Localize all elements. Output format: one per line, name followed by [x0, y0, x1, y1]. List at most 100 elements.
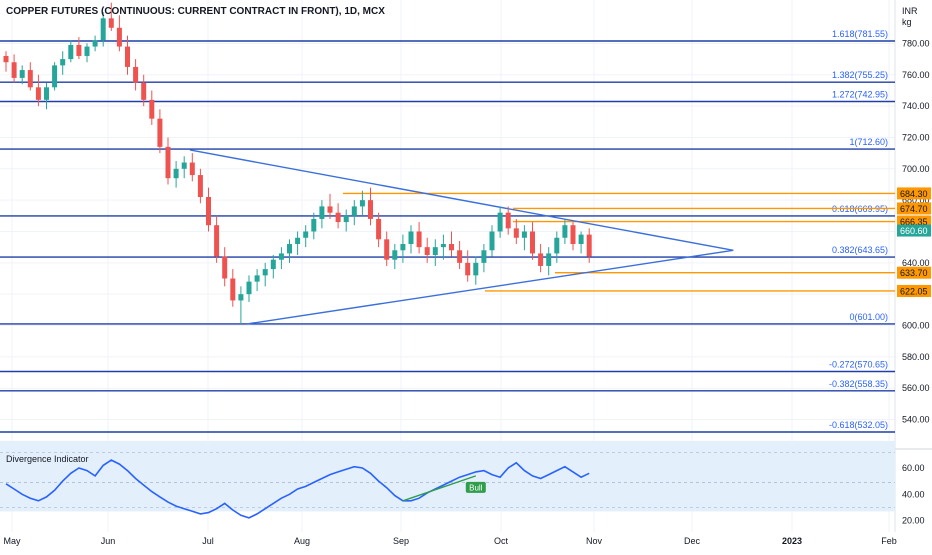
unit-weight: kg	[902, 17, 912, 27]
candle-body	[497, 212, 503, 232]
triangle-lower-line	[247, 249, 734, 325]
price-tag-label: 622.05	[900, 286, 928, 296]
indicator-title: Divergence Indicator	[6, 454, 89, 464]
indicator-tick-label: 20.00	[902, 516, 925, 526]
candle-body	[384, 239, 390, 260]
candle-body	[530, 231, 535, 254]
indicator-line: Bull	[5, 459, 590, 519]
candle-body	[513, 228, 519, 238]
candle-body	[335, 212, 341, 223]
candle-body	[473, 262, 479, 276]
candle-body	[432, 247, 438, 255]
candle-body	[68, 44, 74, 60]
candle-body	[270, 259, 276, 270]
candle-body	[157, 118, 163, 147]
price-tag	[897, 202, 931, 215]
candle-body	[465, 262, 471, 276]
candle-body	[570, 225, 576, 245]
candle-body	[562, 225, 568, 238]
price-tag	[897, 224, 931, 237]
candle-body	[351, 206, 357, 216]
candle-body	[84, 46, 90, 56]
candle-body	[246, 281, 252, 295]
candle-body	[295, 237, 301, 245]
fib-label: 1(712.60)	[849, 137, 888, 147]
candle-body	[505, 212, 511, 229]
y-tick-label: 720.00	[902, 132, 930, 142]
candle-body	[416, 231, 422, 248]
fib-label: -0.618(532.05)	[829, 420, 888, 430]
y-tick-label: 780.00	[902, 38, 930, 48]
candle-body	[52, 65, 58, 88]
candle-body	[44, 87, 49, 100]
price-tag-label: 674.70	[900, 204, 928, 214]
x-tick-label: Aug	[294, 536, 310, 546]
chart-title: COPPER FUTURES (CONTINUOUS: CURRENT CONT…	[6, 6, 385, 17]
candle-body	[538, 253, 544, 266]
candle-body	[319, 206, 325, 219]
price-tag	[897, 187, 931, 200]
bull-divergence-line	[402, 475, 477, 502]
x-tick-label: Feb	[881, 536, 897, 546]
candle-body	[424, 247, 430, 255]
fib-label: 0.382(643.65)	[832, 245, 888, 255]
fib-label: 1.382(755.25)	[832, 70, 888, 80]
candle-body	[125, 46, 130, 67]
candle-body	[254, 275, 260, 282]
candle-body	[489, 231, 495, 251]
price-tag-label: 684.30	[900, 189, 928, 199]
y-tick-label: 640.00	[902, 258, 930, 268]
candle-body	[108, 18, 114, 28]
price-tag-label: 660.60	[900, 226, 928, 236]
candle-body	[3, 55, 9, 63]
candle-body	[554, 237, 560, 254]
candle-body	[181, 162, 187, 169]
candle-body	[400, 244, 406, 251]
candle-body	[206, 197, 211, 226]
x-tick-label: Jul	[202, 536, 214, 546]
indicator-series-line	[5, 459, 590, 519]
candle-body	[238, 294, 244, 301]
candle-body	[262, 269, 268, 276]
candle-body	[327, 206, 333, 213]
price-tag-label: 633.70	[900, 268, 928, 278]
candle-body	[392, 250, 398, 260]
x-tick-label: Oct	[494, 536, 509, 546]
candle-body	[376, 218, 382, 240]
candle-body	[92, 40, 98, 47]
candle-body	[287, 244, 292, 254]
y-tick-label: 740.00	[902, 101, 930, 111]
candle-body	[546, 253, 552, 266]
indicator-band-fill	[0, 440, 895, 512]
candle-body	[133, 66, 139, 83]
candle-body	[408, 231, 414, 245]
candle-body	[222, 256, 228, 279]
candle-body	[11, 62, 17, 78]
candle-body	[359, 200, 365, 207]
candle-body	[311, 218, 317, 232]
fib-label: -0.272(570.65)	[829, 360, 888, 370]
candle-body	[440, 244, 446, 248]
candle-body	[457, 250, 463, 263]
y-axis[interactable]: 780.00 760.00 740.00 720.00 700.00 680.00 660.…	[902, 38, 930, 525]
price-tag-label: 666.35	[900, 217, 928, 227]
candle-body	[230, 278, 236, 301]
x-axis[interactable]: May Jun Jul Aug Sep Oct Nov Dec 2023 Feb	[3, 536, 896, 546]
y-tick-label: 580.00	[902, 352, 930, 362]
fib-label: 1.272(742.95)	[832, 89, 888, 99]
y-tick-label: 700.00	[902, 164, 930, 174]
y-tick-label: 680.00	[902, 195, 930, 205]
fib-label: -0.382(558.35)	[829, 379, 888, 389]
x-tick-label: Dec	[684, 536, 701, 546]
orange-levels	[343, 192, 895, 292]
y-tick-label: 560.00	[902, 383, 930, 393]
candle-body	[303, 231, 309, 238]
candle-body	[189, 162, 195, 176]
candle-body	[343, 215, 349, 223]
x-tick-label: Nov	[586, 536, 603, 546]
bull-label-badge	[465, 481, 486, 493]
candle-body	[578, 234, 584, 245]
price-tag	[897, 266, 931, 279]
x-tick-label: Jun	[101, 536, 116, 546]
